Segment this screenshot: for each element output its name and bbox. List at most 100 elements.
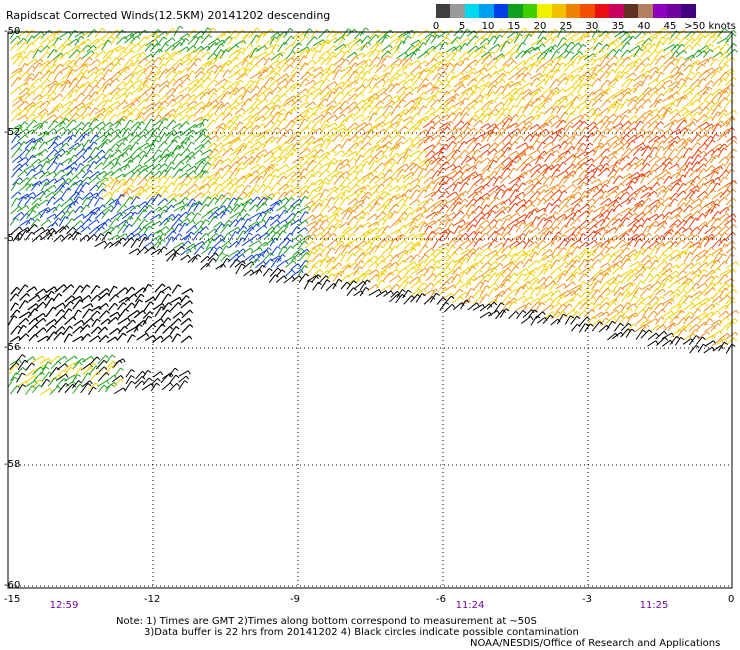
wind-barb <box>123 73 132 81</box>
wind-barb-flag <box>152 128 156 133</box>
wind-barb <box>542 141 552 149</box>
wind-barb <box>145 31 156 40</box>
wind-barb <box>361 58 370 67</box>
wind-barb <box>318 98 325 107</box>
wind-barb <box>522 33 530 44</box>
wind-barb <box>215 112 223 121</box>
wind-barb-flag <box>417 60 421 65</box>
wind-barb <box>502 97 510 108</box>
wind-barb <box>31 197 39 206</box>
wind-barb <box>444 183 455 192</box>
wind-barb <box>607 100 617 109</box>
wind-barb-flag <box>529 103 533 108</box>
wind-barb-flag <box>703 157 708 162</box>
wind-barb-flag <box>473 127 477 132</box>
wind-barb <box>579 127 586 137</box>
wind-barb <box>159 133 166 143</box>
wind-barb <box>584 84 591 93</box>
wind-barb <box>180 128 190 137</box>
wind-barb-flag <box>541 64 546 69</box>
wind-barb <box>416 84 425 93</box>
wind-barb-flag <box>499 34 503 38</box>
wind-barb-flag <box>675 50 680 54</box>
wind-barb-flag <box>528 33 533 37</box>
wind-barb-flag <box>718 45 722 50</box>
wind-barb <box>243 114 252 122</box>
wind-barb <box>60 157 70 165</box>
wind-barb-flag <box>159 120 164 124</box>
wind-barb <box>347 62 356 73</box>
wind-barb <box>201 62 209 73</box>
wind-barb-flag <box>381 162 386 167</box>
wind-barb-flag <box>523 162 528 166</box>
wind-barb <box>647 43 655 52</box>
wind-barb-flag <box>264 149 268 154</box>
wind-barb-flag <box>409 175 414 180</box>
wind-barb-flag <box>157 42 161 47</box>
wind-barb <box>675 155 683 165</box>
wind-barb <box>326 189 335 198</box>
wind-barb <box>557 37 564 47</box>
wind-barb-flag <box>467 155 472 160</box>
wind-barb-flag <box>592 98 597 102</box>
wind-barb <box>563 59 572 68</box>
wind-barb <box>130 53 140 60</box>
wind-barb-flag <box>410 78 414 83</box>
wind-barb <box>101 184 108 193</box>
wind-barb-flag <box>179 84 183 88</box>
wind-barb-flag <box>124 87 128 91</box>
wind-barb-flag <box>16 181 21 186</box>
wind-barb <box>347 177 357 185</box>
wind-barb-flag <box>242 144 247 149</box>
wind-barb-flag <box>537 124 541 128</box>
wind-barb <box>89 59 98 66</box>
wind-barb-flag <box>541 111 546 115</box>
wind-barb <box>711 120 722 129</box>
wind-barb <box>171 112 180 122</box>
wind-barb-flag <box>732 188 737 193</box>
wind-barb <box>67 64 76 73</box>
wind-barb-flag <box>646 57 651 61</box>
wind-barb-flag <box>340 91 344 96</box>
wind-barb-flag <box>242 101 246 106</box>
wind-barb <box>726 109 735 116</box>
wind-barb <box>360 141 369 151</box>
wind-barb <box>58 118 67 128</box>
wind-barb <box>102 162 112 170</box>
wind-barb-flag <box>95 67 99 71</box>
wind-barb-flag <box>41 170 45 175</box>
wind-barb-flag <box>307 71 312 76</box>
wind-barb-flag <box>233 106 238 110</box>
wind-barb <box>304 107 311 116</box>
wind-barb-flag <box>703 50 707 55</box>
wind-barb-flag <box>351 113 356 117</box>
wind-barb-flag <box>460 170 464 175</box>
wind-barb-flag <box>578 84 582 88</box>
wind-barb-flag <box>354 42 359 46</box>
wind-barb-flag <box>538 163 542 168</box>
wind-barb-flag <box>60 115 64 120</box>
wind-barb <box>200 104 208 114</box>
wind-barb <box>312 178 322 186</box>
wind-barb <box>311 127 320 136</box>
wind-barb-flag <box>74 161 78 166</box>
wind-barb <box>550 68 558 80</box>
wind-barb <box>37 130 47 137</box>
wind-barb <box>632 134 642 142</box>
wind-barb <box>591 129 598 138</box>
wind-barb <box>711 92 720 102</box>
wind-barb-flag <box>508 142 513 146</box>
wind-barb <box>240 35 248 45</box>
wind-barb <box>464 106 473 115</box>
wind-barb <box>725 169 732 178</box>
wind-barb-flag <box>312 169 316 174</box>
wind-barb-flag <box>463 141 468 145</box>
wind-barb-flag <box>188 163 192 168</box>
wind-barb <box>306 128 315 138</box>
wind-barb <box>509 189 517 200</box>
wind-barb-flag <box>446 36 450 41</box>
wind-barb <box>381 121 391 128</box>
wind-barb-flag <box>131 184 135 189</box>
wind-barb <box>136 189 145 198</box>
